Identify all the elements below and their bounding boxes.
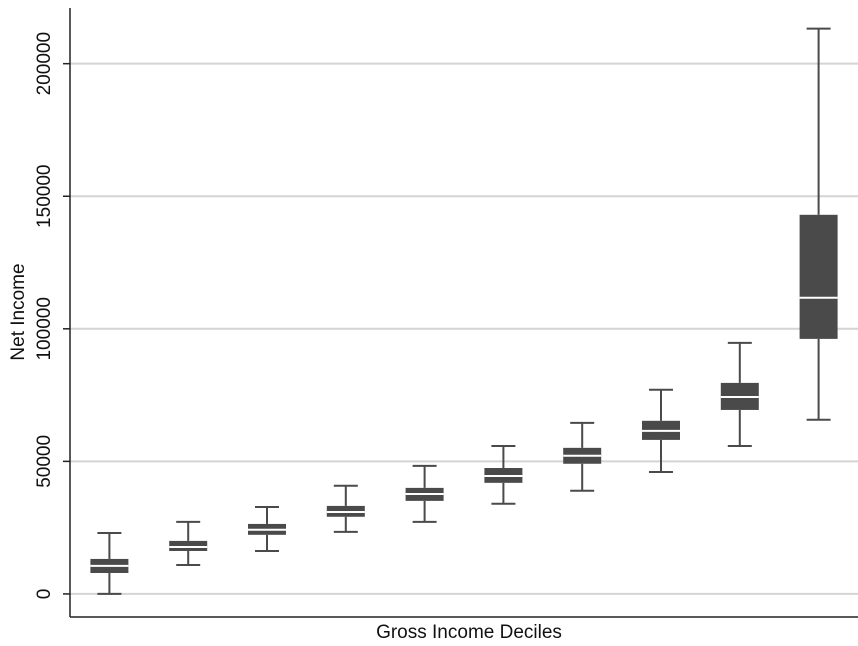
box [799, 214, 838, 339]
x-axis-title: Gross Income Deciles [376, 622, 562, 643]
y-tick-label: 100000 [34, 297, 55, 360]
y-tick-label: 150000 [34, 165, 55, 228]
y-tick-label: 200000 [34, 32, 55, 95]
box [169, 540, 208, 551]
y-tick-label: 50000 [34, 435, 55, 488]
y-axis-title: Net Income [8, 263, 29, 360]
y-tick-label: 0 [34, 589, 55, 600]
